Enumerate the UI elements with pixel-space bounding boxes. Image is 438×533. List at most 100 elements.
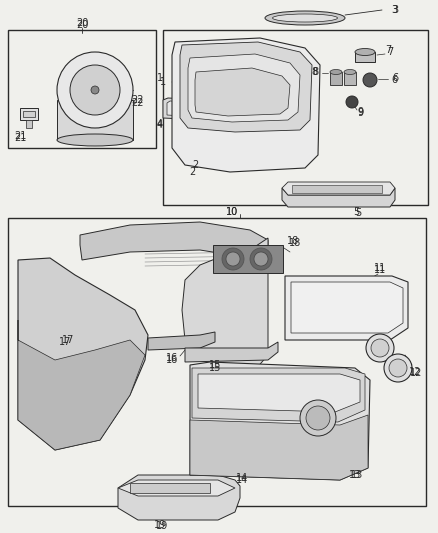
Polygon shape xyxy=(213,245,283,273)
Text: 21: 21 xyxy=(14,131,26,141)
Text: 10: 10 xyxy=(226,207,238,217)
Polygon shape xyxy=(195,68,290,116)
Polygon shape xyxy=(148,332,215,350)
Text: 9: 9 xyxy=(357,107,363,117)
Text: 4: 4 xyxy=(157,119,163,129)
Bar xyxy=(292,185,382,193)
Text: 18: 18 xyxy=(289,238,301,248)
Text: 17: 17 xyxy=(59,337,71,347)
Text: 7: 7 xyxy=(387,47,393,57)
Polygon shape xyxy=(190,415,368,480)
Text: 14: 14 xyxy=(236,475,248,485)
Text: 18: 18 xyxy=(287,236,299,246)
Polygon shape xyxy=(182,238,268,370)
Text: 5: 5 xyxy=(355,208,361,218)
Text: 19: 19 xyxy=(156,521,168,531)
Text: 13: 13 xyxy=(349,470,361,480)
Polygon shape xyxy=(172,38,320,172)
Text: 9: 9 xyxy=(357,108,363,118)
Ellipse shape xyxy=(330,69,342,75)
Polygon shape xyxy=(188,54,300,122)
Text: 2: 2 xyxy=(189,167,195,177)
Text: 2: 2 xyxy=(192,160,198,170)
Text: 11: 11 xyxy=(374,265,386,275)
Text: 14: 14 xyxy=(236,473,248,483)
Circle shape xyxy=(254,252,268,266)
Text: 16: 16 xyxy=(166,355,178,365)
Polygon shape xyxy=(180,42,312,132)
Ellipse shape xyxy=(344,69,356,75)
Circle shape xyxy=(363,73,377,87)
Polygon shape xyxy=(198,374,360,412)
Ellipse shape xyxy=(355,49,375,55)
Polygon shape xyxy=(80,222,268,265)
Text: 21: 21 xyxy=(14,133,26,143)
Bar xyxy=(8,218,426,506)
Text: 5: 5 xyxy=(353,207,359,217)
Polygon shape xyxy=(192,368,365,422)
Text: 8: 8 xyxy=(312,67,318,77)
Text: 19: 19 xyxy=(154,520,166,530)
Text: 7: 7 xyxy=(385,45,391,55)
Circle shape xyxy=(57,52,133,128)
Bar xyxy=(163,30,428,205)
Polygon shape xyxy=(118,475,240,520)
Circle shape xyxy=(389,359,407,377)
Circle shape xyxy=(371,339,389,357)
Text: 10: 10 xyxy=(226,207,238,217)
Circle shape xyxy=(346,96,358,108)
Polygon shape xyxy=(190,362,370,480)
Text: 15: 15 xyxy=(209,360,221,370)
Text: 6: 6 xyxy=(391,75,397,85)
Text: 16: 16 xyxy=(166,353,178,363)
Polygon shape xyxy=(20,108,38,120)
Text: 17: 17 xyxy=(62,335,74,345)
Text: 20: 20 xyxy=(76,18,88,28)
Text: 11: 11 xyxy=(374,263,386,273)
Circle shape xyxy=(226,252,240,266)
Ellipse shape xyxy=(265,11,345,25)
Circle shape xyxy=(306,406,330,430)
Text: 1: 1 xyxy=(160,77,166,87)
Text: 13: 13 xyxy=(351,470,363,480)
Text: 20: 20 xyxy=(76,20,88,30)
Text: 4: 4 xyxy=(157,120,163,130)
Circle shape xyxy=(91,86,99,94)
Polygon shape xyxy=(185,342,278,362)
Polygon shape xyxy=(282,188,395,207)
Bar xyxy=(8,30,156,148)
Polygon shape xyxy=(355,52,375,62)
Circle shape xyxy=(70,65,120,115)
Polygon shape xyxy=(291,282,403,333)
Text: 12: 12 xyxy=(409,367,421,377)
Polygon shape xyxy=(344,72,356,85)
Polygon shape xyxy=(163,98,210,120)
Polygon shape xyxy=(18,320,145,450)
Text: 3: 3 xyxy=(392,5,398,15)
Text: 6: 6 xyxy=(392,73,398,83)
Polygon shape xyxy=(18,258,148,450)
Text: 15: 15 xyxy=(209,363,221,373)
Polygon shape xyxy=(23,111,35,117)
Circle shape xyxy=(222,248,244,270)
Text: 3: 3 xyxy=(391,5,397,15)
Polygon shape xyxy=(57,100,133,140)
Bar xyxy=(130,483,210,493)
Polygon shape xyxy=(282,182,395,195)
Text: 22: 22 xyxy=(132,98,144,108)
Circle shape xyxy=(384,354,412,382)
Ellipse shape xyxy=(272,14,338,22)
Circle shape xyxy=(366,334,394,362)
Polygon shape xyxy=(26,120,32,128)
Text: 12: 12 xyxy=(410,368,422,378)
Ellipse shape xyxy=(57,134,133,146)
Text: 22: 22 xyxy=(132,95,144,105)
Polygon shape xyxy=(118,480,235,496)
Circle shape xyxy=(300,400,336,436)
Polygon shape xyxy=(330,72,342,85)
Polygon shape xyxy=(285,276,408,340)
Text: 8: 8 xyxy=(311,67,317,77)
Polygon shape xyxy=(167,101,207,117)
Text: 1: 1 xyxy=(157,73,163,83)
Circle shape xyxy=(250,248,272,270)
